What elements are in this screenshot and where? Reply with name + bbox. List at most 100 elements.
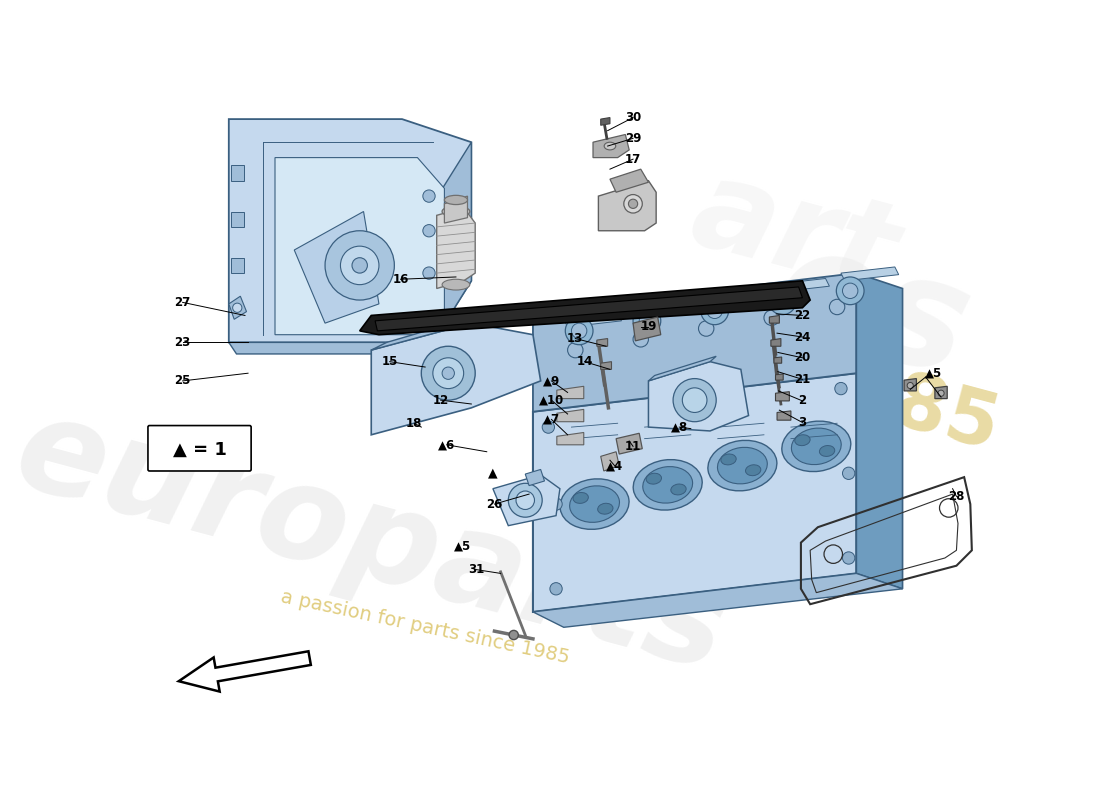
Polygon shape bbox=[275, 158, 444, 334]
Polygon shape bbox=[776, 392, 790, 401]
Text: ▲9: ▲9 bbox=[542, 374, 560, 387]
Circle shape bbox=[422, 267, 436, 279]
Circle shape bbox=[326, 230, 395, 300]
Polygon shape bbox=[534, 373, 856, 612]
Circle shape bbox=[422, 190, 436, 202]
Circle shape bbox=[908, 382, 913, 389]
Ellipse shape bbox=[717, 447, 768, 484]
Text: ▲: ▲ bbox=[488, 467, 497, 480]
Circle shape bbox=[701, 297, 728, 325]
Text: ▲4: ▲4 bbox=[606, 459, 624, 472]
Ellipse shape bbox=[560, 479, 629, 530]
Ellipse shape bbox=[642, 466, 693, 503]
Circle shape bbox=[550, 498, 562, 510]
Polygon shape bbox=[649, 356, 716, 381]
Polygon shape bbox=[360, 281, 810, 334]
Text: 2: 2 bbox=[799, 394, 806, 407]
Polygon shape bbox=[703, 290, 760, 304]
Ellipse shape bbox=[573, 493, 588, 503]
Ellipse shape bbox=[442, 279, 470, 290]
Circle shape bbox=[836, 277, 865, 305]
Polygon shape bbox=[372, 323, 541, 435]
Polygon shape bbox=[444, 196, 468, 223]
Polygon shape bbox=[563, 313, 622, 327]
Circle shape bbox=[550, 582, 562, 595]
Text: es: es bbox=[759, 214, 984, 409]
Text: 30: 30 bbox=[625, 111, 641, 124]
Circle shape bbox=[509, 630, 518, 640]
Text: a passion for parts since 1985: a passion for parts since 1985 bbox=[279, 587, 571, 667]
Circle shape bbox=[433, 358, 464, 389]
Ellipse shape bbox=[791, 428, 842, 465]
Polygon shape bbox=[634, 317, 661, 341]
Circle shape bbox=[421, 346, 475, 400]
Circle shape bbox=[568, 342, 583, 358]
Ellipse shape bbox=[708, 440, 777, 491]
Polygon shape bbox=[231, 166, 244, 181]
Polygon shape bbox=[601, 452, 619, 471]
Polygon shape bbox=[375, 287, 803, 331]
Text: 24: 24 bbox=[794, 330, 811, 343]
Polygon shape bbox=[601, 118, 609, 126]
Circle shape bbox=[565, 317, 593, 345]
Circle shape bbox=[542, 421, 554, 434]
Ellipse shape bbox=[795, 434, 810, 446]
Text: ▲6: ▲6 bbox=[438, 438, 455, 451]
Polygon shape bbox=[772, 278, 829, 292]
Polygon shape bbox=[295, 211, 378, 323]
Circle shape bbox=[698, 321, 714, 336]
Text: 16: 16 bbox=[393, 273, 409, 286]
Text: 18: 18 bbox=[406, 417, 422, 430]
Text: 17: 17 bbox=[625, 153, 641, 166]
Text: 26: 26 bbox=[486, 498, 503, 510]
Polygon shape bbox=[904, 378, 916, 391]
Circle shape bbox=[628, 199, 638, 209]
Circle shape bbox=[352, 258, 367, 273]
Text: 20: 20 bbox=[794, 351, 811, 364]
Ellipse shape bbox=[820, 446, 835, 457]
Polygon shape bbox=[649, 362, 749, 431]
Circle shape bbox=[422, 225, 436, 237]
Polygon shape bbox=[935, 386, 947, 398]
Circle shape bbox=[938, 390, 944, 396]
Ellipse shape bbox=[444, 195, 468, 205]
Text: 22: 22 bbox=[794, 309, 811, 322]
Polygon shape bbox=[634, 302, 691, 315]
Circle shape bbox=[769, 287, 796, 314]
Circle shape bbox=[508, 483, 542, 517]
Text: 29: 29 bbox=[625, 132, 641, 145]
Polygon shape bbox=[856, 273, 902, 589]
Circle shape bbox=[232, 303, 242, 312]
Text: 14: 14 bbox=[576, 355, 593, 368]
Circle shape bbox=[843, 467, 855, 479]
Polygon shape bbox=[769, 315, 779, 323]
Polygon shape bbox=[557, 433, 584, 445]
Polygon shape bbox=[557, 386, 584, 398]
Ellipse shape bbox=[634, 460, 702, 510]
Ellipse shape bbox=[646, 474, 661, 484]
Circle shape bbox=[639, 313, 654, 329]
Polygon shape bbox=[534, 574, 902, 627]
Text: 21: 21 bbox=[794, 373, 811, 386]
Polygon shape bbox=[437, 208, 475, 289]
Circle shape bbox=[634, 307, 661, 334]
Text: ▲ = 1: ▲ = 1 bbox=[173, 442, 227, 459]
Circle shape bbox=[682, 388, 707, 413]
Ellipse shape bbox=[782, 421, 850, 471]
FancyBboxPatch shape bbox=[147, 426, 251, 471]
Polygon shape bbox=[372, 315, 480, 350]
Text: 12: 12 bbox=[432, 394, 449, 406]
Polygon shape bbox=[229, 342, 440, 354]
Polygon shape bbox=[493, 475, 560, 526]
Ellipse shape bbox=[570, 486, 619, 522]
Circle shape bbox=[673, 378, 716, 422]
Polygon shape bbox=[842, 267, 899, 281]
Circle shape bbox=[707, 303, 723, 318]
Ellipse shape bbox=[597, 503, 613, 514]
Circle shape bbox=[843, 283, 858, 298]
Text: 3: 3 bbox=[799, 416, 806, 429]
Circle shape bbox=[442, 367, 454, 379]
Polygon shape bbox=[229, 296, 246, 319]
Ellipse shape bbox=[746, 465, 761, 476]
Text: ▲7: ▲7 bbox=[543, 413, 560, 426]
